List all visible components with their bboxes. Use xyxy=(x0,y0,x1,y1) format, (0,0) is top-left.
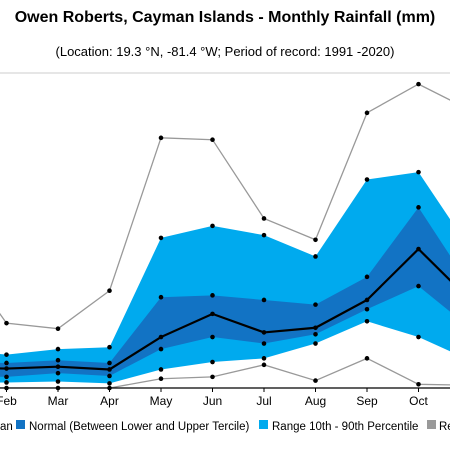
normal-high-point-jul xyxy=(261,297,267,303)
record-low-point-aug xyxy=(313,378,318,383)
range-low-point-aug xyxy=(313,341,318,346)
normal-low-point-may xyxy=(158,346,164,352)
legend-record-swatch xyxy=(427,420,436,429)
x-tick-label-jun: Jun xyxy=(203,394,222,408)
x-tick-label-sep: Sep xyxy=(356,394,378,408)
x-tick-label-may: May xyxy=(150,394,173,408)
range-low-point-feb xyxy=(4,380,9,385)
mean-point-jun xyxy=(210,311,215,317)
normal-low-point-feb xyxy=(4,374,9,380)
chart-subtitle: (Location: 19.3 °N, -81.4 °W; Period of … xyxy=(55,44,395,59)
normal-low-point-jun xyxy=(210,334,215,340)
range-high-point-oct xyxy=(416,169,421,175)
normal-low-point-mar xyxy=(55,370,61,376)
record-high-point-jul xyxy=(261,216,267,221)
x-tick-label-jul: Jul xyxy=(256,394,271,408)
range-high-point-may xyxy=(158,235,164,241)
range-high-point-sep xyxy=(364,177,370,182)
record-high-line xyxy=(0,83,450,330)
range-low-point-jun xyxy=(210,359,215,365)
range-low-point-oct xyxy=(416,334,421,340)
mean-point-feb xyxy=(4,366,9,371)
mean-point-aug xyxy=(313,325,318,331)
range-low-point-mar xyxy=(55,379,61,384)
x-tick-label-aug: Aug xyxy=(305,394,326,408)
normal-low-point-jul xyxy=(261,341,267,346)
legend-record-label: Re xyxy=(439,421,450,433)
normal-high-point-jun xyxy=(210,293,215,298)
range-high-point-feb xyxy=(4,352,9,357)
range-high-point-jun xyxy=(210,223,215,229)
legend-normal-label: Normal (Between Lower and Upper Tercile) xyxy=(29,421,249,433)
legend-range-swatch xyxy=(259,420,268,429)
normal-low-point-aug xyxy=(313,331,318,337)
x-tick-label-oct: Oct xyxy=(409,394,428,408)
chart-title: Owen Roberts, Cayman Islands - Monthly R… xyxy=(14,9,436,26)
record-low-point-sep xyxy=(364,356,370,361)
range-high-point-aug xyxy=(313,254,318,259)
legend-mean-label: an xyxy=(0,421,13,433)
range-high-point-jul xyxy=(261,232,267,238)
mean-point-oct xyxy=(416,246,421,252)
range-high-point-mar xyxy=(55,346,61,352)
normal-low-point-apr xyxy=(107,373,112,379)
mean-point-apr xyxy=(107,367,112,372)
mean-point-sep xyxy=(364,297,370,303)
record-high-point-sep xyxy=(364,110,370,116)
record-low-point-jun xyxy=(210,374,215,380)
record-high-point-may xyxy=(158,135,164,141)
mean-line xyxy=(0,247,450,371)
range-low-point-sep xyxy=(364,318,370,324)
normal-high-point-sep xyxy=(364,274,370,280)
record-high-point-jun xyxy=(210,137,215,143)
range-high-point-apr xyxy=(107,344,112,350)
normal-high-point-aug xyxy=(313,302,318,307)
mean-point-mar xyxy=(55,364,61,369)
normal-high-point-feb xyxy=(4,360,9,366)
record-low-line xyxy=(0,357,450,388)
normal-high-point-apr xyxy=(107,360,112,366)
range-10-90-band xyxy=(0,172,450,384)
x-tick-label-mar: Mar xyxy=(48,394,69,408)
record-low-point-may xyxy=(158,376,164,382)
normal-tercile-band xyxy=(0,207,450,377)
x-tick-label-apr: Apr xyxy=(100,394,119,408)
mean-point-jul xyxy=(261,330,267,335)
record-high-point-mar xyxy=(55,326,61,332)
record-high-point-feb xyxy=(4,320,9,326)
normal-high-point-oct xyxy=(416,205,421,210)
record-high-point-apr xyxy=(107,288,112,294)
range-low-point-may xyxy=(158,367,164,372)
legend-normal-swatch xyxy=(16,420,25,429)
x-tick-label-feb: Feb xyxy=(0,394,17,408)
record-low-point-oct xyxy=(416,381,421,387)
normal-high-point-mar xyxy=(55,357,61,363)
normal-low-point-oct xyxy=(416,283,421,289)
record-low-point-jul xyxy=(261,362,267,368)
mean-point-may xyxy=(158,334,164,340)
normal-high-point-may xyxy=(158,294,164,300)
record-high-point-aug xyxy=(313,237,318,243)
legend-range-label: Range 10th - 90th Percentile xyxy=(272,421,418,433)
range-low-point-apr xyxy=(107,381,112,386)
normal-low-point-sep xyxy=(364,306,370,312)
range-low-point-jul xyxy=(261,356,267,361)
record-high-point-oct xyxy=(416,81,421,87)
